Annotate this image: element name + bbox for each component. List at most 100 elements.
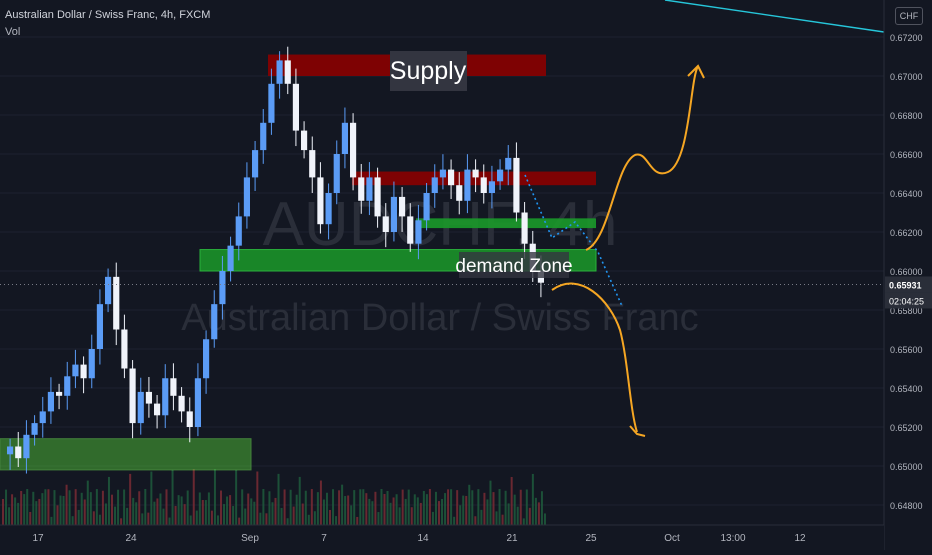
volume-bar — [123, 489, 126, 525]
volume-bar — [14, 497, 17, 525]
volume-bar — [86, 480, 89, 525]
candle — [137, 391, 144, 424]
volume-bar — [192, 469, 195, 525]
candle — [88, 349, 95, 379]
volume-bar — [362, 489, 365, 525]
volume-bar — [56, 505, 59, 525]
price-tick-label: 0.66000 — [890, 267, 923, 277]
volume-bar — [11, 494, 14, 525]
volume-bar — [492, 492, 495, 525]
candle — [31, 423, 38, 435]
volume-bar — [189, 515, 192, 525]
volume-label: Vol — [5, 26, 21, 38]
currency-button[interactable]: CHF — [895, 7, 923, 25]
supply-zone — [352, 171, 596, 186]
volume-bar — [486, 499, 489, 525]
candle — [341, 122, 348, 154]
candle — [276, 60, 283, 84]
volume-bar — [47, 489, 50, 525]
volume-bar — [389, 502, 392, 525]
volume-bar — [114, 506, 117, 525]
volume-bar — [501, 514, 504, 525]
candle — [186, 411, 193, 427]
candle — [448, 169, 455, 186]
volume-bar — [422, 490, 425, 525]
demand-label-bg — [459, 252, 569, 278]
volume-bar — [38, 498, 41, 525]
price-tick-label: 0.66400 — [890, 189, 923, 199]
bullish-arrowhead — [687, 64, 705, 79]
time-tick-label: 14 — [417, 533, 429, 544]
volume-bar — [307, 514, 310, 525]
bearish-forecast-arrow — [551, 282, 638, 433]
candle — [505, 157, 512, 170]
volume-bar — [153, 501, 156, 525]
volume-bar — [365, 493, 368, 525]
volume-bar — [507, 503, 510, 525]
supply-label-bg — [390, 51, 467, 91]
price-tick-label: 0.65600 — [890, 345, 923, 355]
volume-bar — [356, 516, 359, 525]
candle — [105, 276, 112, 305]
volume-bar — [322, 499, 325, 525]
volume-bar — [156, 498, 159, 525]
volume-bar — [513, 494, 516, 525]
volume-bar — [98, 514, 101, 525]
candle — [301, 130, 308, 151]
volume-bar — [150, 471, 153, 525]
volume-bar — [528, 507, 531, 525]
volume-bar — [89, 492, 92, 525]
watermark-name: Australian Dollar / Swiss Franc — [181, 297, 698, 339]
volume-bar — [304, 490, 307, 525]
volume-bar — [477, 489, 480, 525]
volume-bar — [359, 489, 362, 525]
volume-bar — [210, 510, 213, 525]
projected-path — [524, 174, 623, 307]
volume-bar — [213, 469, 216, 525]
price-tick-label: 0.65200 — [890, 423, 923, 433]
time-tick-label: Sep — [241, 533, 259, 544]
volume-bar — [543, 513, 546, 525]
chart-title: Australian Dollar / Swiss Franc, 4h, FXC… — [5, 9, 211, 21]
volume-bar — [519, 489, 522, 525]
volume-bar — [329, 509, 331, 525]
volume-bar — [395, 494, 398, 525]
volume-bar — [338, 490, 341, 525]
volume-bar — [120, 518, 123, 525]
candle — [113, 276, 120, 330]
volume-bar — [386, 491, 389, 525]
candle — [15, 446, 22, 459]
volume-bar — [141, 513, 144, 525]
volume-bar — [450, 489, 453, 525]
volume-bar — [468, 484, 471, 525]
volume-bar — [244, 508, 247, 525]
trend-line — [664, 0, 885, 33]
time-tick-label: 12 — [794, 533, 806, 544]
candle — [472, 169, 479, 178]
volume-bar — [2, 499, 4, 525]
time-tick-label: 25 — [585, 533, 597, 544]
candle — [325, 193, 332, 225]
volume-bar — [325, 492, 328, 525]
volume-bar — [186, 490, 189, 525]
volume-bar — [77, 509, 80, 525]
volume-bar — [271, 502, 274, 525]
volume-bar — [183, 504, 186, 525]
last-price-text: 0.65931 — [889, 280, 922, 290]
candle — [350, 122, 357, 178]
volume-bar — [138, 491, 141, 525]
volume-bar — [447, 489, 450, 525]
volume-bar — [438, 501, 440, 525]
volume-bar — [241, 489, 244, 525]
volume-bar — [171, 469, 174, 525]
price-tick-label: 0.66600 — [890, 150, 923, 160]
countdown-tag — [885, 292, 932, 309]
volume-bar — [74, 489, 77, 525]
volume-bar — [516, 506, 519, 525]
volume-bar — [132, 497, 135, 525]
volume-bar — [498, 489, 501, 525]
volume-bar — [8, 507, 11, 525]
candle — [23, 434, 30, 459]
